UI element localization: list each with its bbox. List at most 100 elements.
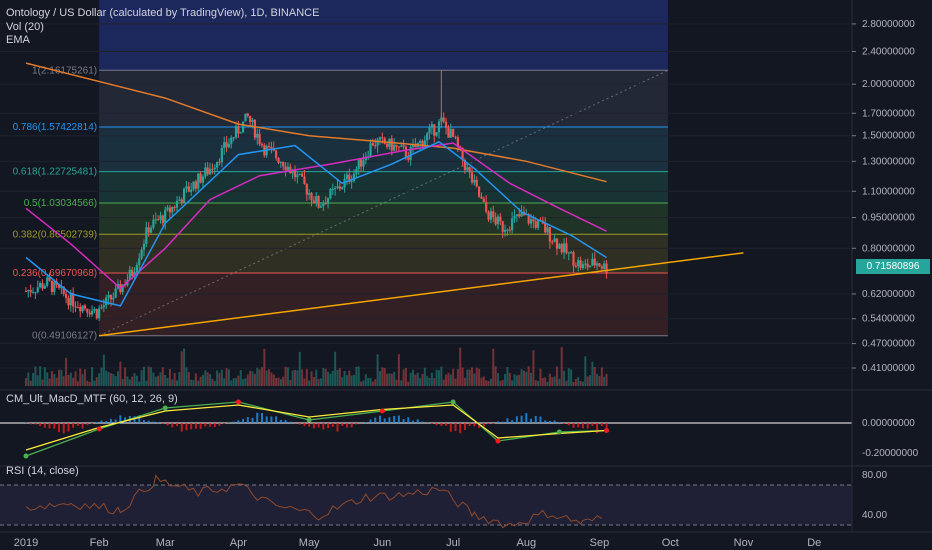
macd-histogram-bar [43, 423, 46, 428]
volume-bar [475, 367, 478, 386]
macd-histogram-bar [600, 423, 603, 427]
volume-bar [319, 378, 322, 386]
candle-body [275, 150, 278, 159]
volume-bar [83, 369, 86, 386]
candle-body [227, 143, 231, 148]
volume-bar [74, 371, 77, 386]
volume-bar [591, 361, 594, 386]
volume-bar [487, 381, 490, 386]
candle-body [218, 161, 221, 163]
candle-body [482, 198, 485, 202]
macd-histogram-bar [284, 419, 287, 423]
macd-pane [0, 389, 932, 459]
volume-bar [282, 376, 285, 386]
volume-bar [430, 372, 433, 386]
macd-histogram-bar [147, 420, 150, 423]
volume-bar [258, 369, 261, 386]
macd-histogram-bar [331, 423, 334, 428]
candle-body [411, 144, 415, 148]
macd-histogram-bar [185, 423, 188, 431]
candle-body [305, 184, 308, 195]
volume-bar [386, 373, 389, 386]
volume-bar [407, 381, 410, 386]
volume-bar [126, 376, 129, 386]
volume-bar [291, 370, 294, 386]
volume-bar [584, 356, 587, 386]
macd-cross-dot [162, 405, 168, 411]
symbol-title[interactable]: Ontology / US Dollar (calculated by Trad… [6, 7, 320, 19]
macd-histogram-bar [482, 423, 485, 427]
volume-bar [69, 372, 72, 386]
volume-bar [501, 379, 504, 386]
candle-body [239, 132, 242, 134]
volume-bar [246, 374, 249, 386]
macd-histogram-bar [270, 416, 273, 423]
macd-histogram-bar [223, 423, 226, 424]
candle-body [86, 308, 89, 313]
volume-bar [478, 368, 481, 386]
macd-histogram-bar [133, 416, 136, 423]
volume-bar [565, 380, 568, 386]
candle-body [336, 186, 339, 188]
macd-cross-dot [556, 429, 562, 435]
volume-bar [551, 377, 554, 386]
macd-title[interactable]: CM_Ult_MacD_MTF (60, 12, 26, 9) [6, 393, 178, 405]
volume-bar [331, 370, 334, 386]
candle-body [102, 305, 105, 308]
macd-histogram-bar [119, 415, 122, 423]
indicator-ema-label[interactable]: EMA [6, 34, 30, 46]
volume-bar [376, 354, 379, 386]
macd-histogram-bar [322, 423, 325, 430]
macd-histogram-bar [393, 416, 396, 423]
candle-body [175, 200, 179, 208]
volume-bar [48, 378, 51, 386]
macd-histogram-bar [421, 421, 424, 423]
volume-bar [544, 377, 547, 386]
macd-histogram-bar [397, 415, 400, 423]
volume-bar [324, 368, 327, 386]
fib-zone-1 [99, 127, 668, 172]
indicator-vol-label[interactable]: Vol (20) [6, 21, 44, 33]
candle-body [260, 144, 264, 146]
candle-body [298, 173, 301, 175]
candle-body [41, 283, 44, 289]
macd-histogram-bar [563, 423, 566, 424]
candle-body [560, 244, 563, 253]
macd-histogram-bar [515, 416, 518, 423]
candle-body [459, 146, 462, 148]
volume-bar [100, 367, 103, 386]
candle-body [237, 125, 240, 134]
volume-bar [81, 374, 84, 386]
rsi-title[interactable]: RSI (14, close) [6, 465, 79, 477]
volume-bar [459, 347, 462, 386]
candle-body [485, 201, 488, 212]
volume-bar [53, 374, 56, 386]
volume-bar [315, 369, 318, 386]
price-axis-label-9: 0.62000000 [862, 289, 915, 300]
volume-bar [102, 354, 105, 386]
candle-body [161, 215, 164, 224]
macd-cross-dot [235, 399, 241, 405]
volume-bar [201, 374, 204, 386]
volume-bar [29, 380, 32, 386]
candle-body [81, 305, 84, 312]
macd-histogram-bar [378, 415, 381, 423]
candle-body [178, 199, 181, 201]
candle-body [211, 168, 214, 170]
candle-body [256, 133, 259, 138]
volume-bar [206, 372, 209, 386]
candle-body [426, 133, 429, 141]
volume-bar [43, 367, 46, 386]
candle-body [345, 174, 349, 180]
candle-body [468, 167, 471, 173]
volume-bar [593, 367, 596, 386]
macd-histogram-bar [86, 423, 89, 426]
candle-body [407, 157, 410, 160]
candle-body [553, 238, 556, 242]
candle-body [506, 229, 509, 231]
volume-bar [449, 374, 452, 386]
candle-body [461, 147, 464, 161]
volume-bar [345, 375, 348, 386]
candle-body [180, 199, 183, 203]
